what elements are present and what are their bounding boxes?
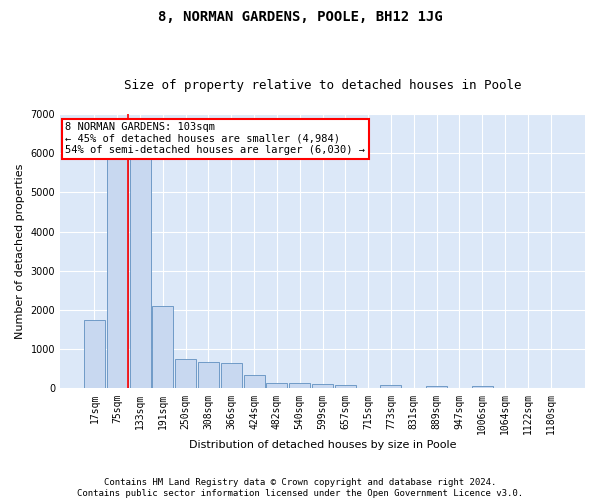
Bar [312, 384, 333, 388]
Bar [335, 386, 356, 388]
Bar [266, 384, 287, 388]
Bar [426, 386, 447, 388]
Text: 8 NORMAN GARDENS: 103sqm
← 45% of detached houses are smaller (4,984)
54% of sem: 8 NORMAN GARDENS: 103sqm ← 45% of detach… [65, 122, 365, 156]
Bar [289, 384, 310, 388]
Bar [380, 386, 401, 388]
Text: 8, NORMAN GARDENS, POOLE, BH12 1JG: 8, NORMAN GARDENS, POOLE, BH12 1JG [158, 10, 442, 24]
Bar [84, 320, 105, 388]
Bar [152, 306, 173, 388]
Y-axis label: Number of detached properties: Number of detached properties [15, 164, 25, 339]
Bar [244, 375, 265, 388]
Bar [221, 363, 242, 388]
Bar [107, 159, 128, 388]
Bar [472, 386, 493, 388]
X-axis label: Distribution of detached houses by size in Poole: Distribution of detached houses by size … [189, 440, 456, 450]
Bar [175, 359, 196, 388]
Text: Contains HM Land Registry data © Crown copyright and database right 2024.
Contai: Contains HM Land Registry data © Crown c… [77, 478, 523, 498]
Title: Size of property relative to detached houses in Poole: Size of property relative to detached ho… [124, 79, 521, 92]
Bar [198, 362, 219, 388]
Bar [130, 159, 151, 388]
